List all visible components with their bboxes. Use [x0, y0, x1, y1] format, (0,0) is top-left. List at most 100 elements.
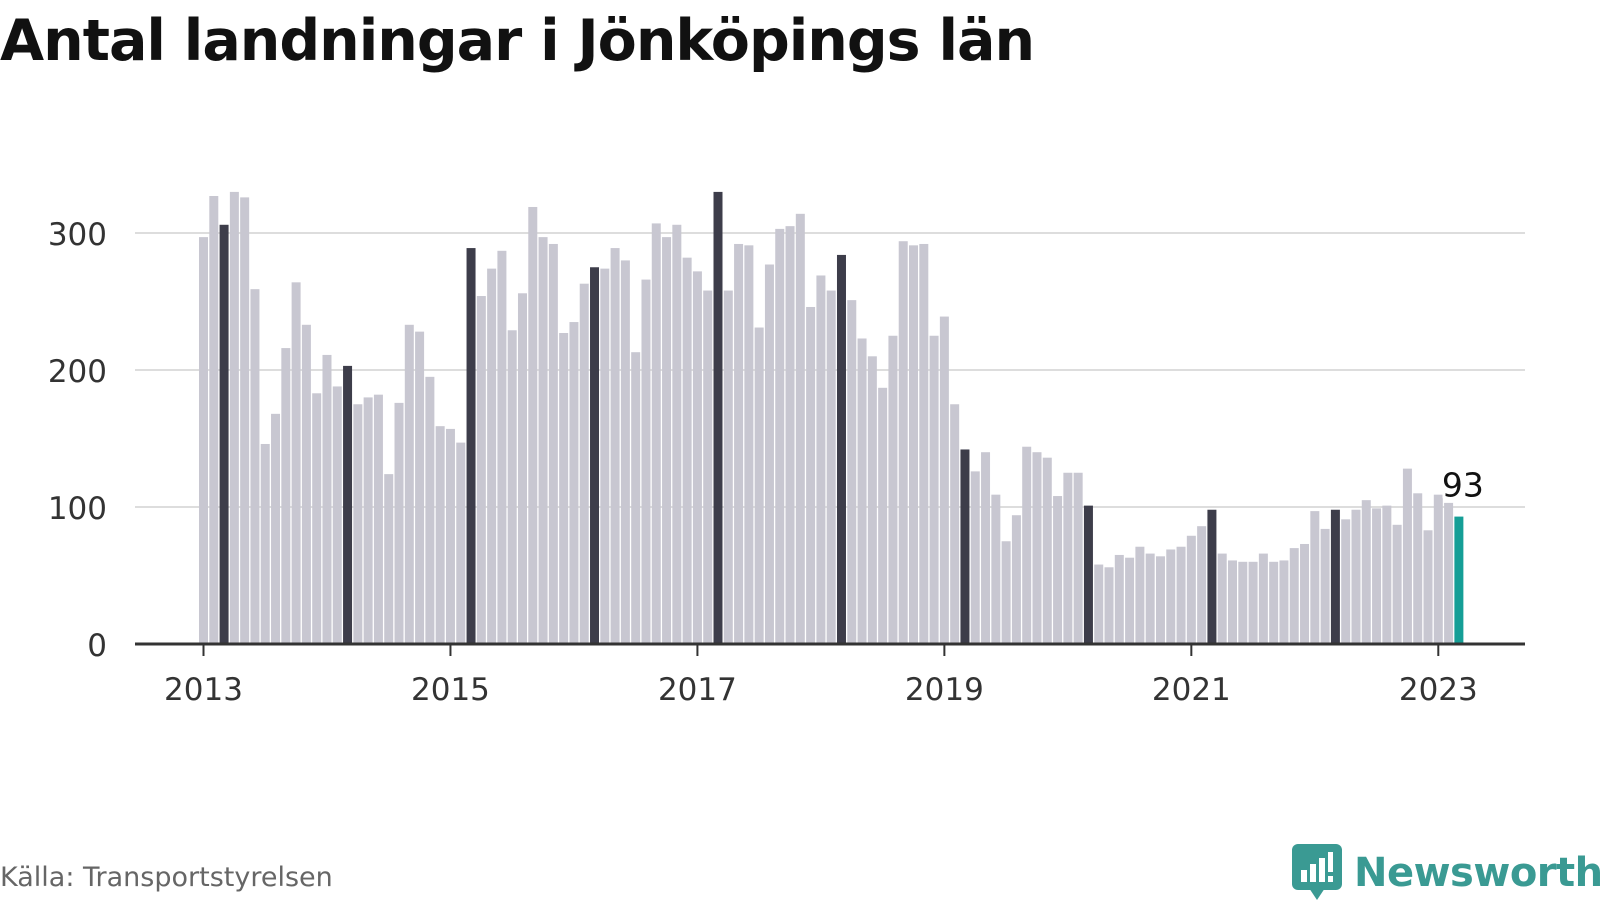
bar — [970, 471, 980, 644]
source-note: Källa: Transportstyrelsen — [0, 862, 333, 893]
bar — [1063, 472, 1073, 644]
x-tick-label: 2021 — [1152, 672, 1231, 708]
bar — [1372, 508, 1382, 644]
bar — [1145, 553, 1155, 644]
bar — [631, 352, 641, 644]
bar — [847, 300, 857, 644]
bar — [1228, 560, 1237, 644]
bar — [415, 331, 425, 644]
bar — [1320, 528, 1330, 644]
bar — [795, 213, 805, 644]
bar — [497, 250, 507, 644]
bar — [517, 293, 527, 644]
bar — [1310, 511, 1320, 644]
x-tick-label: 2015 — [411, 672, 490, 708]
bar — [878, 387, 888, 644]
bar — [1413, 493, 1423, 644]
bar — [548, 243, 558, 644]
bar — [754, 327, 764, 644]
bar — [281, 348, 291, 644]
bar — [1300, 543, 1310, 644]
bar — [1011, 515, 1021, 644]
bar — [1022, 446, 1032, 644]
bar — [445, 428, 455, 644]
bar — [1073, 472, 1083, 644]
bar — [960, 449, 970, 644]
bar — [909, 245, 919, 644]
bar — [600, 268, 610, 644]
bar — [1423, 530, 1433, 644]
bar — [991, 494, 1001, 644]
bar — [692, 271, 702, 644]
bar — [672, 224, 682, 644]
bar — [1042, 457, 1052, 644]
bar — [1330, 509, 1340, 644]
bar — [1104, 567, 1114, 644]
data-label: 93 — [1442, 466, 1484, 505]
bar — [1094, 564, 1104, 644]
bar — [610, 248, 620, 644]
x-tick-label: 2023 — [1399, 672, 1478, 708]
bar — [373, 394, 383, 644]
bar — [764, 264, 774, 644]
bar — [734, 243, 744, 644]
bar — [1454, 516, 1464, 644]
bar — [713, 191, 723, 644]
bar — [1032, 452, 1042, 644]
bar — [1269, 561, 1279, 644]
bar — [744, 245, 754, 644]
bar — [641, 279, 651, 644]
bar — [487, 268, 497, 644]
bar — [579, 283, 589, 644]
bar — [250, 289, 260, 644]
bar — [229, 191, 239, 644]
bar — [1001, 541, 1011, 644]
bar — [1125, 557, 1135, 644]
bar — [394, 402, 404, 644]
bar — [1197, 526, 1207, 644]
bar — [260, 443, 270, 644]
x-tick-label: 2013 — [164, 672, 243, 708]
bar — [651, 223, 661, 644]
bar — [775, 228, 785, 644]
bar — [507, 330, 517, 644]
x-tick-label: 2019 — [905, 672, 984, 708]
bar — [1433, 494, 1443, 644]
bar — [456, 442, 466, 644]
bar — [888, 335, 898, 644]
bar — [384, 474, 394, 644]
bar — [1279, 560, 1289, 644]
bar — [1135, 546, 1145, 644]
axes — [135, 642, 1525, 656]
bar — [363, 397, 373, 644]
chart-title: Antal landningar i Jönköpings län — [0, 8, 1035, 74]
y-tick-label: 0 — [87, 628, 107, 664]
bar — [435, 426, 445, 644]
bar — [1053, 496, 1063, 644]
bar — [836, 254, 846, 645]
bar — [1248, 561, 1258, 644]
newsworthy-logo[interactable]: Newsworthy — [1292, 844, 1600, 902]
bars — [199, 191, 1464, 645]
bar — [528, 206, 538, 644]
bar — [353, 404, 363, 644]
bar — [939, 316, 949, 644]
bar — [425, 376, 435, 644]
bar — [209, 196, 219, 644]
newsworthy-logo-icon — [1292, 844, 1342, 900]
bar — [1392, 524, 1402, 644]
bar — [1258, 553, 1268, 644]
bar — [1207, 509, 1217, 644]
bar — [919, 243, 929, 644]
bar — [1238, 561, 1248, 644]
bar — [291, 282, 301, 644]
bar — [590, 267, 600, 644]
bar — [867, 356, 877, 644]
tick-labels: 0 100 200 300 2013 2015 2017 2019 2021 2023 93 — [48, 217, 1487, 708]
bar — [199, 237, 208, 645]
newsworthy-logo-text: Newsworthy — [1354, 850, 1600, 896]
bar — [271, 413, 281, 644]
y-tick-label: 200 — [48, 354, 107, 390]
bar — [466, 248, 476, 644]
